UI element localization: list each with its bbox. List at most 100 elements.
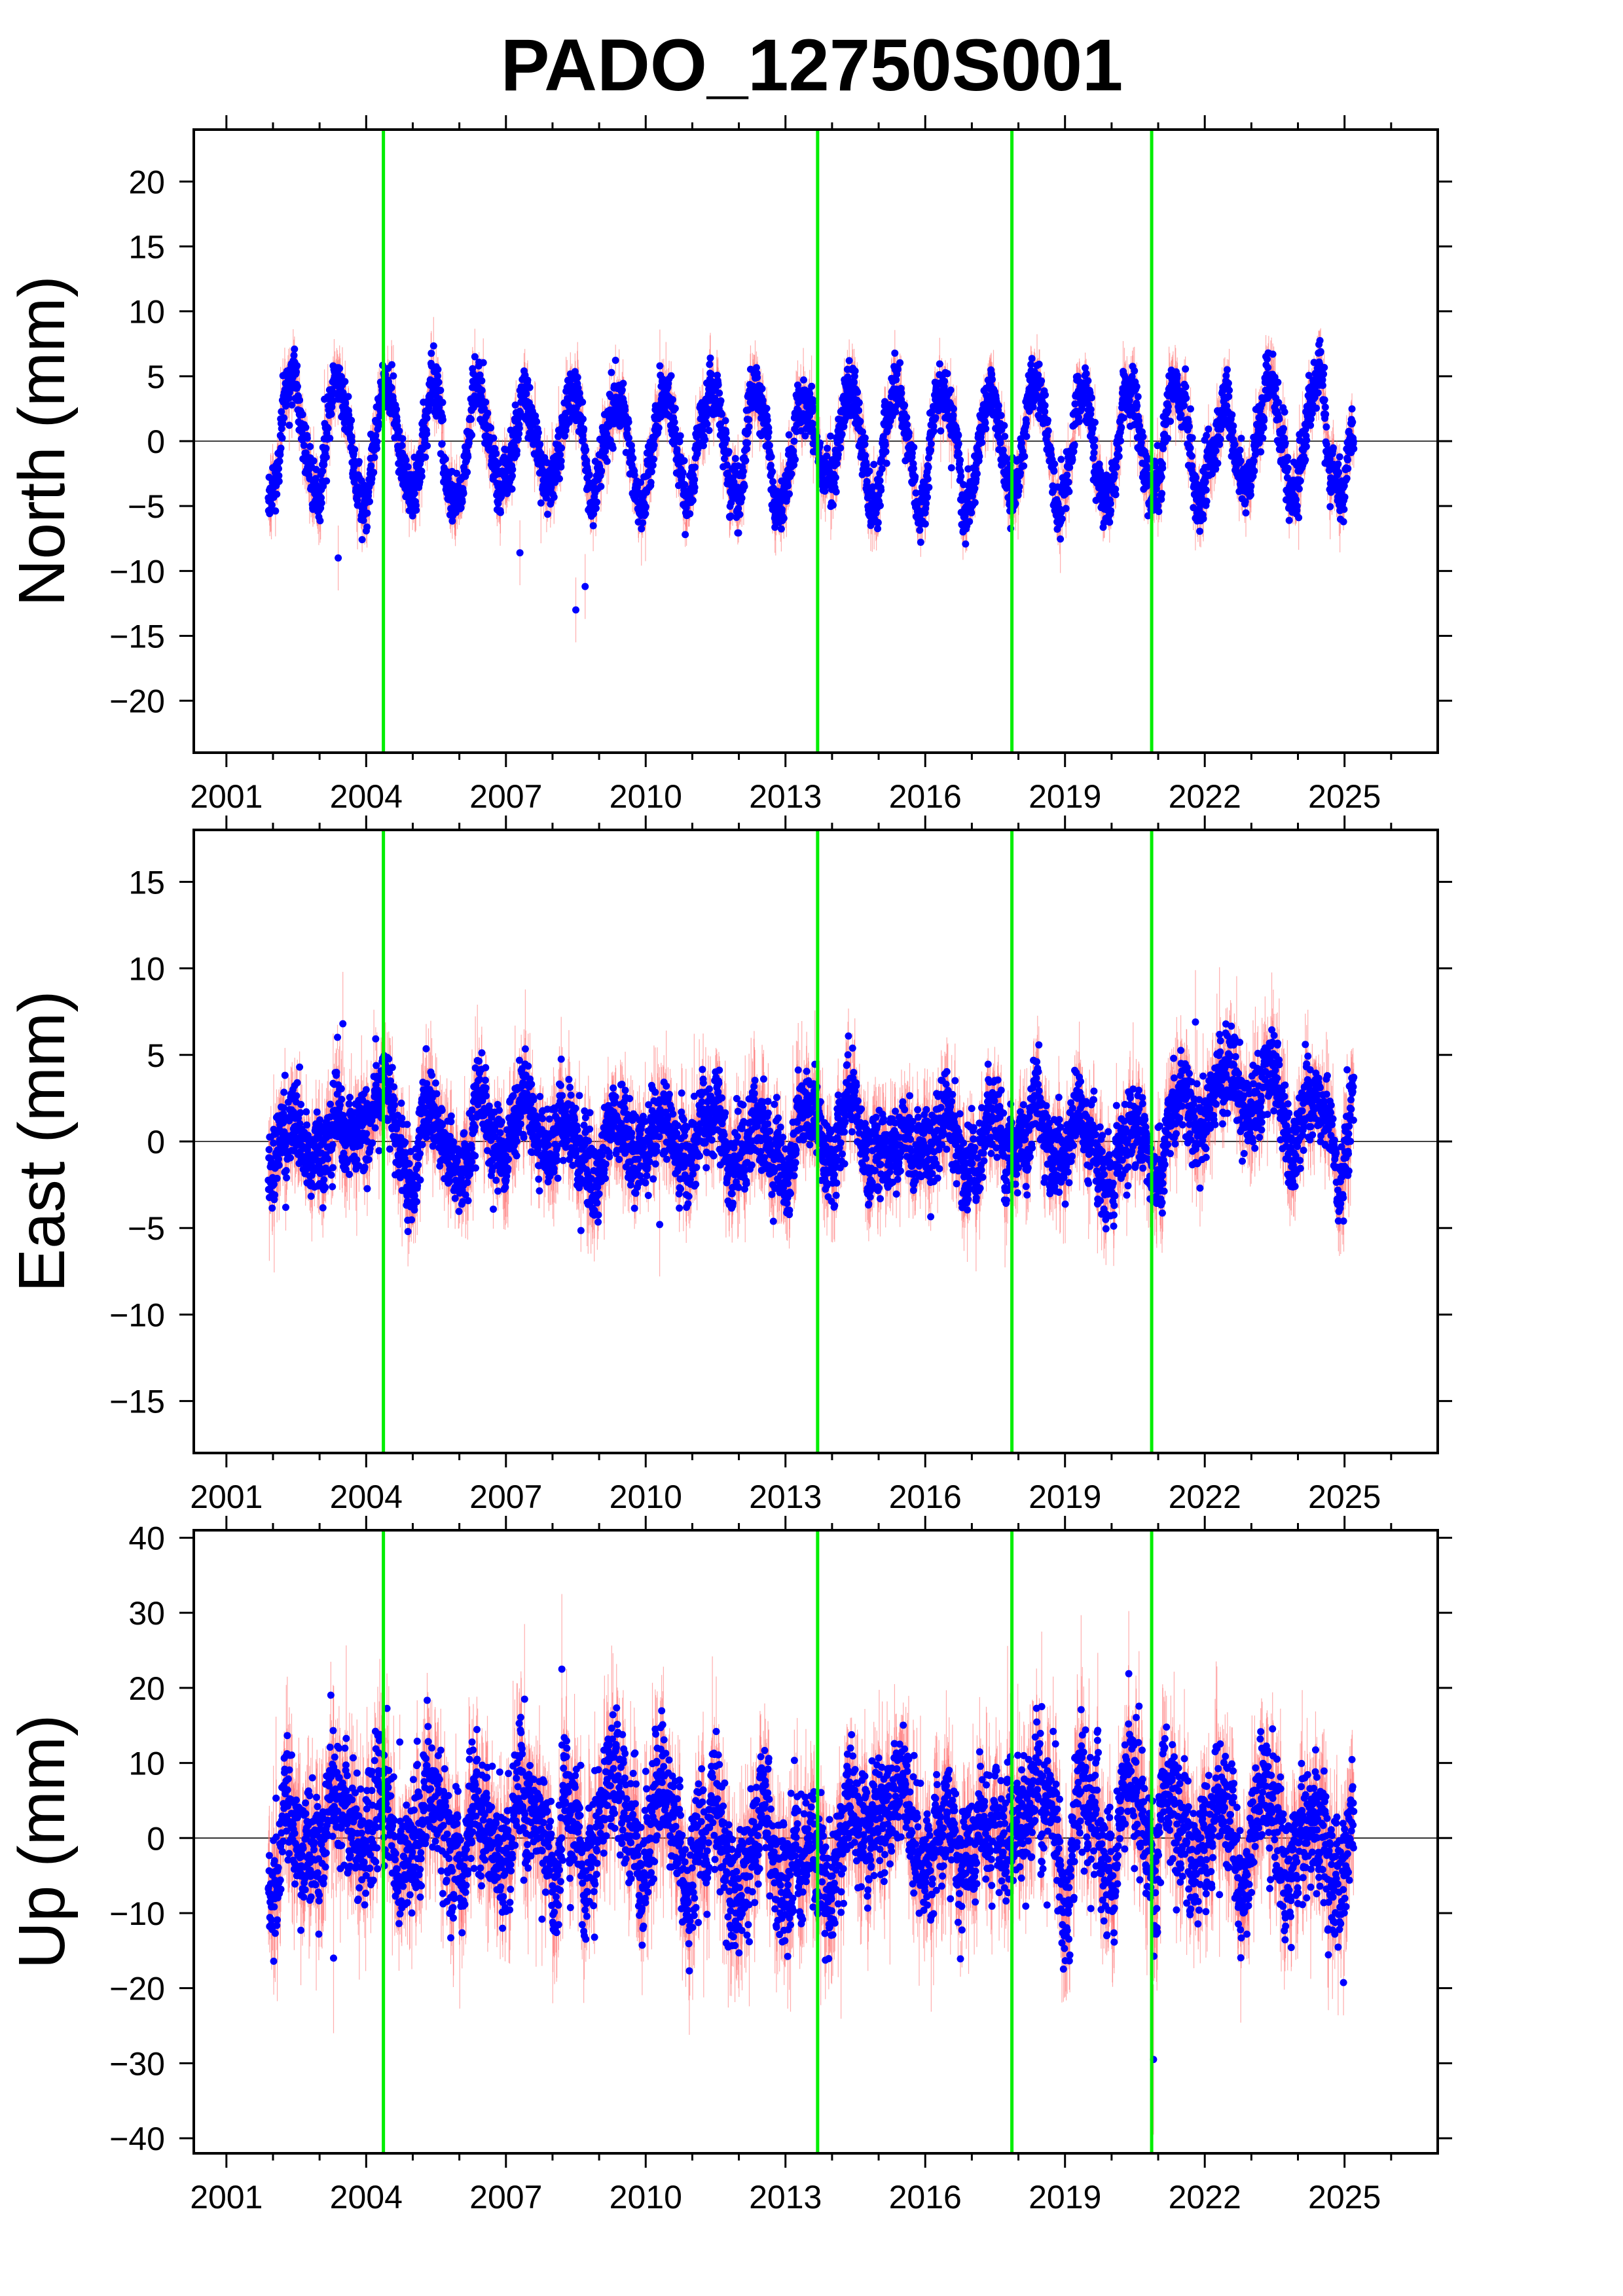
north-point [365,497,373,505]
north-point [288,401,296,409]
north-point [437,386,445,394]
north-point [299,410,306,418]
north-point [418,473,426,480]
north-point [319,467,327,475]
north-point [395,427,403,435]
north-point [373,444,380,452]
north-point [398,442,406,450]
north-point [365,488,373,496]
north-point [278,408,285,416]
north-point [293,368,301,376]
north-point [326,435,334,442]
north-point [370,469,378,476]
north-point [278,434,286,442]
north-point [322,444,330,452]
north-point [310,457,318,465]
north-point [336,365,344,372]
north-point [388,361,396,368]
figure-title: PADO_12750S001 [501,24,1123,106]
north-point [341,378,349,386]
north-point [300,442,308,450]
north-point [438,440,446,448]
north-point [346,423,354,431]
north-point [363,523,371,531]
north-point [439,399,447,406]
north-point [390,372,397,380]
north-point [337,372,345,380]
north-point [410,490,418,497]
north-point [275,465,283,473]
north-point [293,362,301,370]
north-point [285,394,293,402]
north-point [412,506,420,514]
north-point [276,451,284,459]
north-point [429,342,437,350]
north-point [303,434,311,442]
north-point [312,475,319,482]
north-point [316,517,324,525]
north-point [418,467,426,475]
north-point [285,422,293,429]
north-point [399,435,407,442]
north-point [404,463,412,471]
north-point [272,507,280,515]
north-point [402,456,410,464]
north-point [375,420,383,427]
north-point [348,437,356,445]
north-point [290,351,298,359]
north-point [317,493,325,501]
north-point [342,399,350,407]
north-point [277,444,285,452]
north-point [410,454,418,461]
north-point [278,425,285,433]
north-point [439,416,447,423]
north-point [428,350,435,357]
north-point [359,516,367,524]
north-point [367,462,375,470]
north-point [280,414,288,422]
north-point [453,469,461,477]
north-point [372,432,380,440]
north-point [275,477,283,485]
north-point [423,414,431,422]
north-point [348,416,356,424]
north-point [291,345,299,353]
north-point [424,442,431,450]
north-point [448,517,456,525]
north-point [302,423,310,431]
north-point [318,499,325,507]
north-point [388,384,395,391]
north-point [441,455,449,463]
north-point [355,457,363,465]
north-point [273,490,281,498]
north-point [279,420,287,427]
north-point [358,535,366,543]
north-point [275,472,283,480]
north-point [393,405,401,413]
north-point [312,465,320,473]
north-point [268,501,276,509]
north-point [393,417,401,425]
north-point [434,366,442,374]
north-point [434,372,442,380]
north-point [351,446,359,454]
north-point [276,457,283,465]
north-point [293,382,301,390]
north-point [327,410,335,418]
north-point [320,461,328,469]
north-point [296,396,304,404]
north-point [344,393,352,401]
north-point [323,477,331,485]
north-point [283,401,291,408]
north-point [435,378,443,386]
north-point [425,404,433,412]
north-point [422,454,429,461]
north-point [306,442,314,450]
north-point [322,454,330,461]
north-point [423,430,431,438]
north-point [363,509,371,517]
